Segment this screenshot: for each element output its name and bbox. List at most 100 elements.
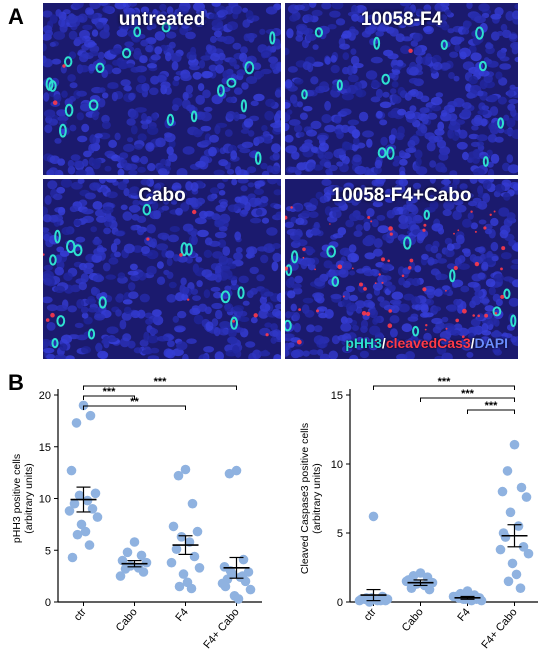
cas3-speck: [43, 253, 45, 256]
data-point: [129, 537, 140, 547]
data-point: [513, 521, 524, 531]
data-point: [368, 511, 379, 522]
panel-a-letter: A: [8, 4, 24, 29]
phh3-cell: [95, 62, 105, 74]
data-point: [69, 498, 80, 509]
cas3-speck: [408, 48, 413, 53]
significance-bracket: [420, 397, 515, 402]
cas3-speck: [363, 287, 367, 291]
data-point: [166, 557, 177, 568]
cas3-speck: [187, 298, 190, 301]
cas3-speck: [370, 220, 373, 223]
data-point: [245, 584, 256, 595]
phh3-cell: [244, 61, 255, 75]
cas3-speck: [407, 266, 412, 270]
phh3-cell: [478, 60, 487, 72]
y-axis-label: pHH3 positive cells: [11, 454, 23, 543]
chart-cleaved-caspase3: 0 5 10 15 Cleaved Caspase3 positive cells (ar…: [280, 370, 554, 651]
phh3-cell: [64, 103, 74, 117]
phh3-cell: [217, 84, 225, 97]
data-point: [518, 542, 529, 552]
cas3-speck: [253, 313, 258, 318]
y-tick-label: 10: [331, 459, 343, 471]
cas3-speck: [192, 209, 197, 215]
x-tick-label: ctr: [72, 606, 89, 623]
phh3-cell: [503, 288, 511, 300]
cas3-speck: [453, 265, 458, 271]
cas3-speck: [477, 314, 480, 318]
data-point: [233, 594, 244, 604]
x-tick-label: F4+ Cabo: [201, 606, 241, 650]
stain-legend: pHH3/cleavedCas3/DAPI: [345, 335, 508, 351]
significance-label: ***: [154, 376, 168, 388]
significance-bracket: [83, 395, 135, 400]
cas3-speck: [484, 313, 488, 318]
phh3-cell: [482, 156, 489, 167]
cas3-speck: [453, 232, 455, 235]
data-point: [516, 482, 527, 493]
micrograph-10058-f4: 10058-F4: [285, 3, 518, 175]
phh3-cell: [440, 39, 448, 50]
cas3-speck: [401, 274, 405, 278]
micrograph-10058-f4-cabo: 10058-F4+Cabo 50um pHH3/cleavedCas3/DAPI: [285, 179, 518, 359]
y-tick-label: 20: [39, 390, 51, 402]
phh3-cell: [51, 338, 59, 349]
phh3-cell: [331, 276, 340, 287]
cas3-speck: [351, 267, 354, 270]
chart-phh3-svg: 0 5 10 15 20 pHH3 positive cells (arbitrary un…: [11, 376, 262, 651]
phh3-cell: [377, 147, 387, 159]
cas3-speck: [367, 216, 371, 219]
x-tick-label: Cabo: [114, 606, 140, 634]
data-point: [507, 558, 518, 569]
phh3-cell: [59, 123, 67, 138]
significance-bracket: [83, 385, 237, 390]
cas3-speck: [474, 230, 477, 233]
cas3-speck: [389, 232, 393, 236]
cas3-speck: [424, 328, 427, 331]
data-point: [187, 498, 198, 509]
data-point: [523, 548, 534, 559]
data-point: [189, 551, 200, 562]
phh3-cell: [133, 26, 142, 38]
significance-label: ***: [438, 376, 452, 388]
data-point: [220, 581, 231, 592]
cas3-speck: [296, 339, 302, 345]
data-point: [448, 591, 459, 602]
cas3-speck: [62, 64, 66, 68]
y-tick-label: 15: [39, 442, 51, 454]
cas3-speck: [302, 256, 305, 259]
phh3-cell: [220, 290, 231, 304]
phh3-cell: [403, 236, 412, 250]
data-point: [136, 550, 147, 561]
phh3-cell: [230, 316, 239, 330]
nuclei-texture: [285, 3, 518, 175]
phh3-cell: [301, 89, 308, 100]
phh3-cell: [45, 77, 54, 91]
data-point: [92, 512, 103, 522]
data-point: [401, 576, 412, 587]
phh3-cell: [98, 296, 107, 309]
panel-b-letter: B: [8, 370, 24, 395]
cas3-speck: [500, 267, 503, 271]
cas3-speck: [342, 295, 345, 298]
cas3-speck: [470, 210, 473, 213]
cas3-speck: [314, 268, 316, 271]
x-tick-label: F4: [173, 606, 190, 624]
cas3-speck: [375, 340, 378, 343]
cas3-speck: [422, 228, 426, 232]
cas3-speck: [494, 312, 498, 315]
cas3-speck: [316, 309, 319, 313]
data-point: [354, 595, 365, 606]
chart-caspase3-svg: 0 5 10 15 Cleaved Caspase3 positive cells (ar…: [299, 376, 538, 651]
data-point: [171, 544, 182, 554]
cas3-speck: [423, 223, 427, 227]
data-point: [505, 507, 516, 518]
cas3-speck: [474, 261, 480, 267]
cas3-speck: [483, 226, 487, 230]
data-point: [382, 594, 393, 604]
cas3-speck: [489, 213, 492, 216]
phh3-cell: [269, 31, 276, 45]
y-tick-label: 0: [45, 597, 51, 609]
micrograph-cabo: Cabo: [43, 179, 281, 359]
data-point: [85, 410, 96, 421]
